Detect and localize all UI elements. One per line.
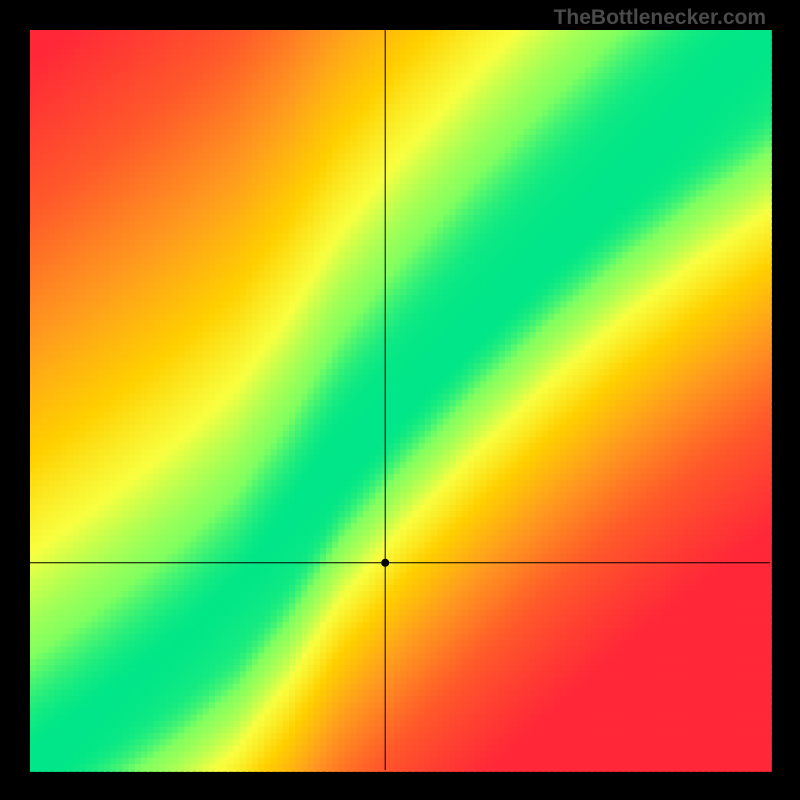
bottleneck-heatmap <box>0 0 800 800</box>
chart-container: TheBottlenecker.com <box>0 0 800 800</box>
